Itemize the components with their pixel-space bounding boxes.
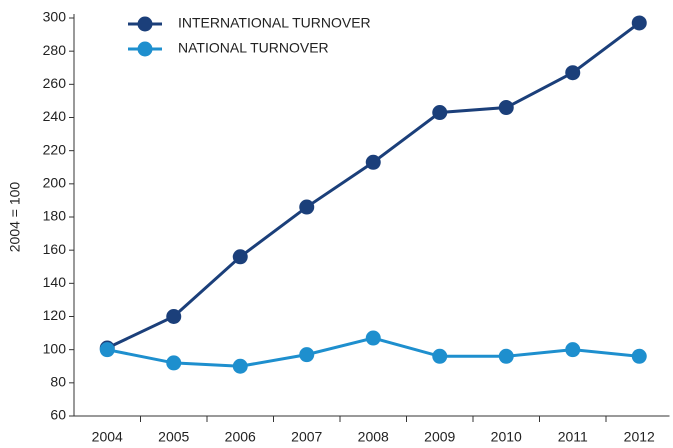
x-tick-label: 2005	[158, 429, 189, 445]
y-tick-label: 220	[43, 141, 67, 157]
y-tick-label: 180	[43, 208, 67, 224]
y-axis-label: 2004 = 100	[7, 182, 23, 253]
data-point	[365, 330, 381, 346]
legend-label: NATIONAL TURNOVER	[178, 40, 329, 56]
data-point	[299, 199, 315, 215]
y-tick-label: 120	[43, 307, 67, 323]
y-tick-label: 100	[43, 340, 67, 356]
data-point	[365, 154, 381, 170]
data-point	[232, 249, 248, 265]
data-point	[498, 348, 514, 364]
data-point	[432, 348, 448, 364]
y-tick-label: 280	[43, 42, 67, 58]
y-tick-label: 60	[50, 407, 66, 423]
y-tick-label: 240	[43, 108, 67, 124]
x-tick-label: 2010	[491, 429, 522, 445]
data-point	[166, 355, 182, 371]
data-point	[99, 342, 115, 358]
y-tick-label: 160	[43, 241, 67, 257]
x-tick-label: 2009	[424, 429, 455, 445]
data-point	[565, 65, 581, 81]
data-point	[631, 15, 647, 31]
data-point	[498, 100, 514, 116]
data-point	[565, 342, 581, 358]
x-tick-label: 2006	[225, 429, 256, 445]
data-point	[299, 347, 315, 363]
x-tick-label: 2011	[558, 429, 588, 445]
y-tick-label: 80	[50, 374, 66, 390]
x-tick-label: 2012	[624, 429, 655, 445]
x-tick-label: 2004	[92, 429, 123, 445]
data-point	[166, 309, 182, 324]
x-tick-label: 2007	[291, 429, 322, 445]
y-tick-label: 300	[43, 9, 67, 25]
legend-label: INTERNATIONAL TURNOVER	[178, 15, 371, 31]
legend-marker	[137, 41, 153, 57]
data-point	[631, 348, 647, 364]
data-point	[432, 105, 448, 121]
y-tick-label: 200	[43, 175, 67, 191]
y-tick-label: 140	[43, 274, 67, 290]
y-tick-label: 260	[43, 75, 67, 91]
x-tick-label: 2008	[358, 429, 389, 445]
series-line	[106, 21, 641, 350]
data-point	[232, 358, 248, 374]
legend-marker	[137, 16, 153, 32]
